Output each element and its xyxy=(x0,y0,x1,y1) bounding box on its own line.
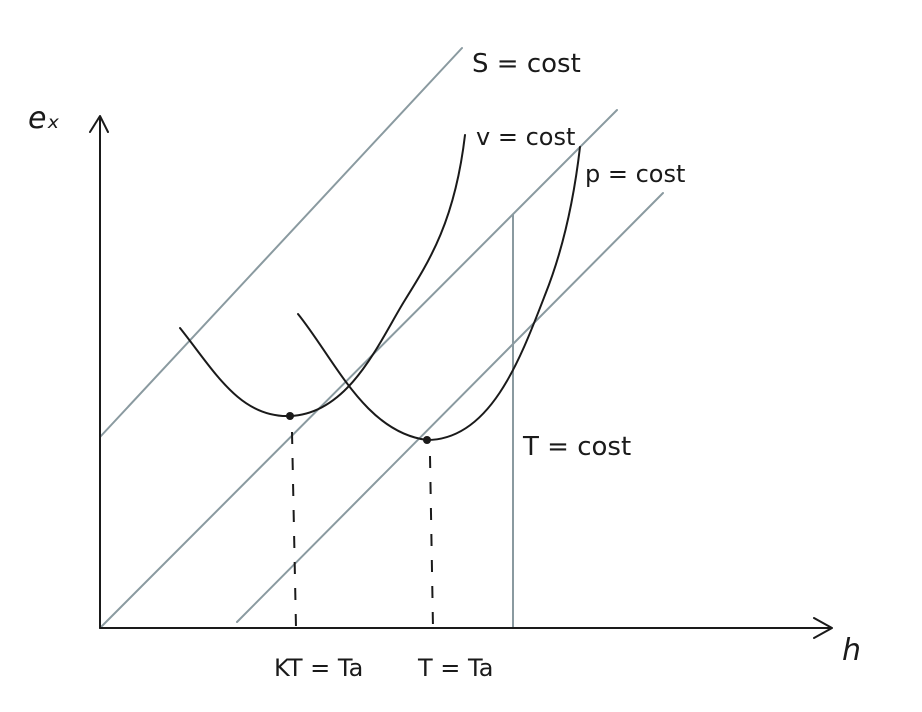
tick-label-left: KT = Ta xyxy=(274,654,363,682)
entropy-isoline-label: S = cost xyxy=(472,49,581,79)
pressure-isoline-label: p = cost xyxy=(585,160,685,188)
dashed-projection-left xyxy=(291,431,297,629)
isochoric-curve xyxy=(179,134,466,418)
y-axis-label: eₓ xyxy=(28,101,60,136)
x-axis-label: h xyxy=(842,633,861,668)
isentropic-line xyxy=(99,47,463,438)
x-axis-arrowhead xyxy=(813,617,833,639)
dashed-projection-right xyxy=(429,455,434,629)
isothermal-line-origin xyxy=(99,109,618,629)
minimum-point-left xyxy=(286,412,294,420)
minimum-point-right xyxy=(423,436,431,444)
isobaric-curve xyxy=(297,146,581,441)
isothermal-line-right xyxy=(236,192,664,623)
temperature-isoline-label: T = cost xyxy=(522,432,631,462)
volume-isoline-label: v = cost xyxy=(476,123,575,151)
y-axis-arrowhead xyxy=(89,115,109,133)
tick-label-right: T = Ta xyxy=(417,654,493,682)
